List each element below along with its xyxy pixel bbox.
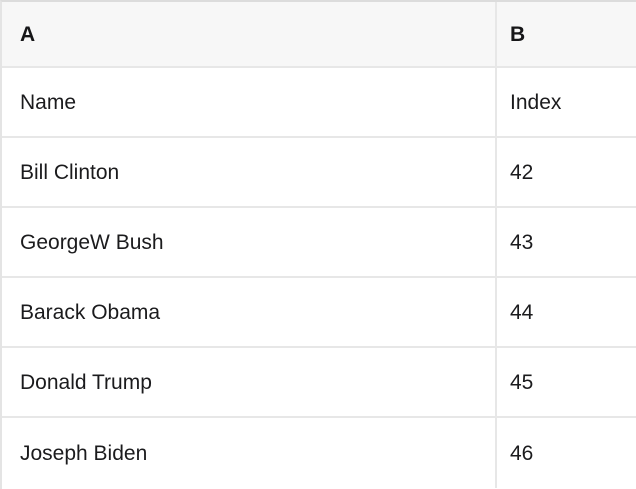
- cell-a5-donald-trump[interactable]: Donald Trump: [2, 348, 497, 416]
- cell-b2-index-42[interactable]: 42: [510, 160, 534, 184]
- column-header-a[interactable]: A: [2, 2, 497, 66]
- cell-a4-barack-obama[interactable]: Barack Obama: [2, 278, 497, 346]
- table-row: GeorgeW Bush 43: [2, 208, 636, 278]
- table-row: Joseph Biden 46: [2, 418, 636, 488]
- cell-b4-index-44[interactable]: 44: [510, 300, 534, 324]
- table-row: Donald Trump 45: [2, 348, 636, 418]
- table-row: Bill Clinton 42: [2, 138, 636, 208]
- cell-b3-index-43[interactable]: 43: [510, 230, 534, 254]
- cell-a1-name-label[interactable]: Name: [2, 68, 497, 136]
- cell-a2-bill-clinton[interactable]: Bill Clinton: [2, 138, 497, 206]
- cell-b6-index-46[interactable]: 46: [510, 441, 534, 465]
- column-header-b[interactable]: B: [510, 22, 526, 46]
- cell-a6-joseph-biden[interactable]: Joseph Biden: [2, 418, 497, 488]
- table-row: Name Index: [2, 68, 636, 138]
- column-header-row: A B: [2, 2, 636, 68]
- cell-b5-index-45[interactable]: 45: [510, 370, 534, 394]
- table-row: Barack Obama 44: [2, 278, 636, 348]
- cell-a3-georgew-bush[interactable]: GeorgeW Bush: [2, 208, 497, 276]
- cell-b1-index-label[interactable]: Index: [510, 90, 562, 114]
